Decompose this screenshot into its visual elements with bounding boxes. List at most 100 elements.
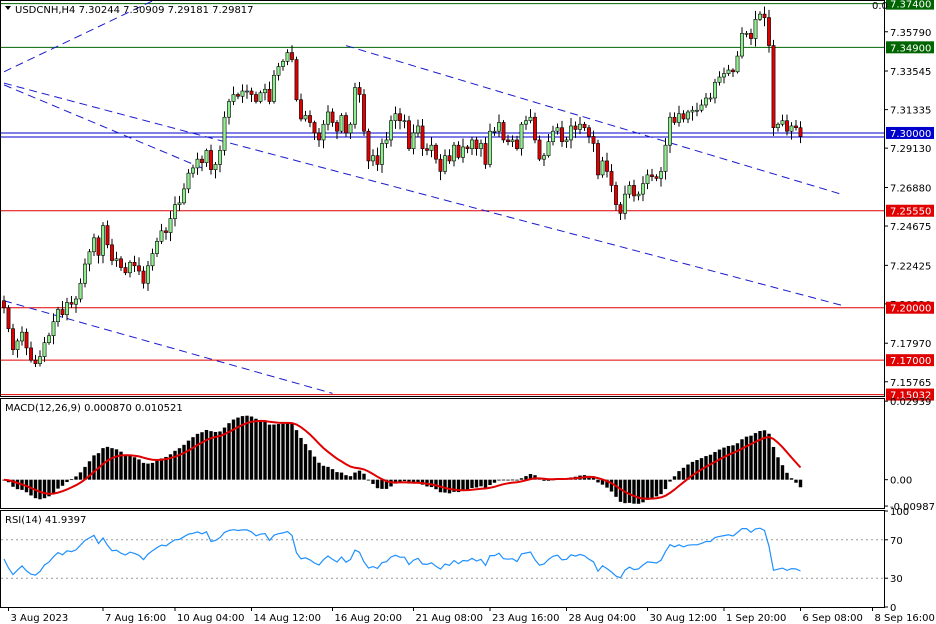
macd-bar [366,479,371,481]
macd-bar [722,447,726,480]
candle-body [461,146,465,158]
candle-body [380,143,384,165]
trend-line-1[interactable] [3,84,203,169]
candle-body [663,144,668,172]
macd-bar [308,450,312,480]
candle-body [744,33,749,35]
trend-line-2[interactable] [345,45,842,195]
candle-body [339,115,344,132]
macd-bar [123,454,128,480]
candle-body [213,164,218,170]
trend-line-4[interactable] [3,82,842,306]
macd-bar [515,479,519,481]
candle-body [398,113,402,122]
candle-body [276,66,281,76]
level-labels: 7.37400 7.34900 7.30000 7.25550 7.20000 7.170… [886,0,934,402]
macd-bar [618,479,623,502]
candle-body [294,59,299,101]
macd-bar [542,479,546,481]
candle-body [686,111,690,120]
candle-body [200,158,204,163]
time-tick-label: 23 Aug 16:00 [492,613,559,624]
rsi-tick-label: 0 [890,603,896,614]
macd-bar [600,479,605,485]
candle-body [668,116,672,146]
candle-body [762,13,767,18]
macd-bar [744,436,749,480]
trend-line-0[interactable] [3,0,162,73]
macd-bar [335,472,339,480]
level-label-2: 7.30000 [890,129,931,140]
candle-body [704,97,708,106]
dropdown-triangle-icon[interactable] [5,6,11,10]
candle-body [533,116,537,141]
macd-bar [15,479,20,490]
macd-bar [272,424,276,480]
macd-bar [141,462,146,480]
candle-body [65,302,69,316]
price-levels [1,3,884,396]
candle-body [60,309,65,316]
macd-bar [11,479,15,487]
candle-body [371,155,375,162]
level-label-box-6 [886,388,934,401]
macd-label: MACD(12,26,9) 0.000870 0.010521 [5,403,183,414]
candle-body [555,127,560,132]
rsi-tick-label: 30 [890,574,903,585]
macd-bar [470,479,474,488]
macd-bar [87,461,92,480]
macd-bar [357,470,362,480]
candle-body [263,88,267,94]
macd-tick-label: 0.00 [890,476,912,487]
macd-bar [429,479,434,488]
candle-body [155,241,159,254]
macd-bar [735,443,740,480]
candle-body [542,155,546,160]
price-tick-label: 7.22425 [890,261,931,272]
macd-bar [254,418,258,480]
candle-body [132,261,137,267]
candle-body [438,158,443,172]
macd-bar [110,448,114,480]
candle-body [618,204,623,214]
macd-bar [758,430,762,480]
candle-body [564,139,569,142]
macd-bar [326,466,330,480]
candles [2,6,803,368]
candle-body [420,125,425,149]
candle-body [627,185,632,195]
macd-bar [155,461,159,480]
macd-bar [348,476,353,480]
candle-body [96,237,101,256]
candle-body [173,204,177,219]
candle-body [326,111,330,125]
candle-body [767,17,771,46]
candle-body [87,251,92,265]
candle-body [56,309,60,323]
macd-bar [798,479,803,488]
macd-bar [227,423,231,480]
candle-body [308,115,312,123]
candle-body [33,359,38,364]
candle-body [209,150,213,170]
level-label-0: 7.37400 [890,0,931,11]
candle-body [600,160,605,176]
macd-bar [195,433,200,480]
candle-body [416,125,420,134]
macd-bar [636,479,641,504]
macd-bar [780,465,785,480]
candle-body [578,123,582,130]
macd-bar [69,479,74,481]
level-label-3: 7.25550 [890,207,931,218]
candle-body [447,155,452,162]
macd-bar [753,433,758,480]
macd-tick-label: 0.02939 [890,397,931,408]
candle-body [546,141,551,156]
macd-bar [605,479,609,488]
level-label-box-3 [886,204,934,217]
macd-bar [96,453,101,480]
candle-body [429,144,434,151]
macd-bar [465,479,470,490]
candle-body [389,120,393,141]
